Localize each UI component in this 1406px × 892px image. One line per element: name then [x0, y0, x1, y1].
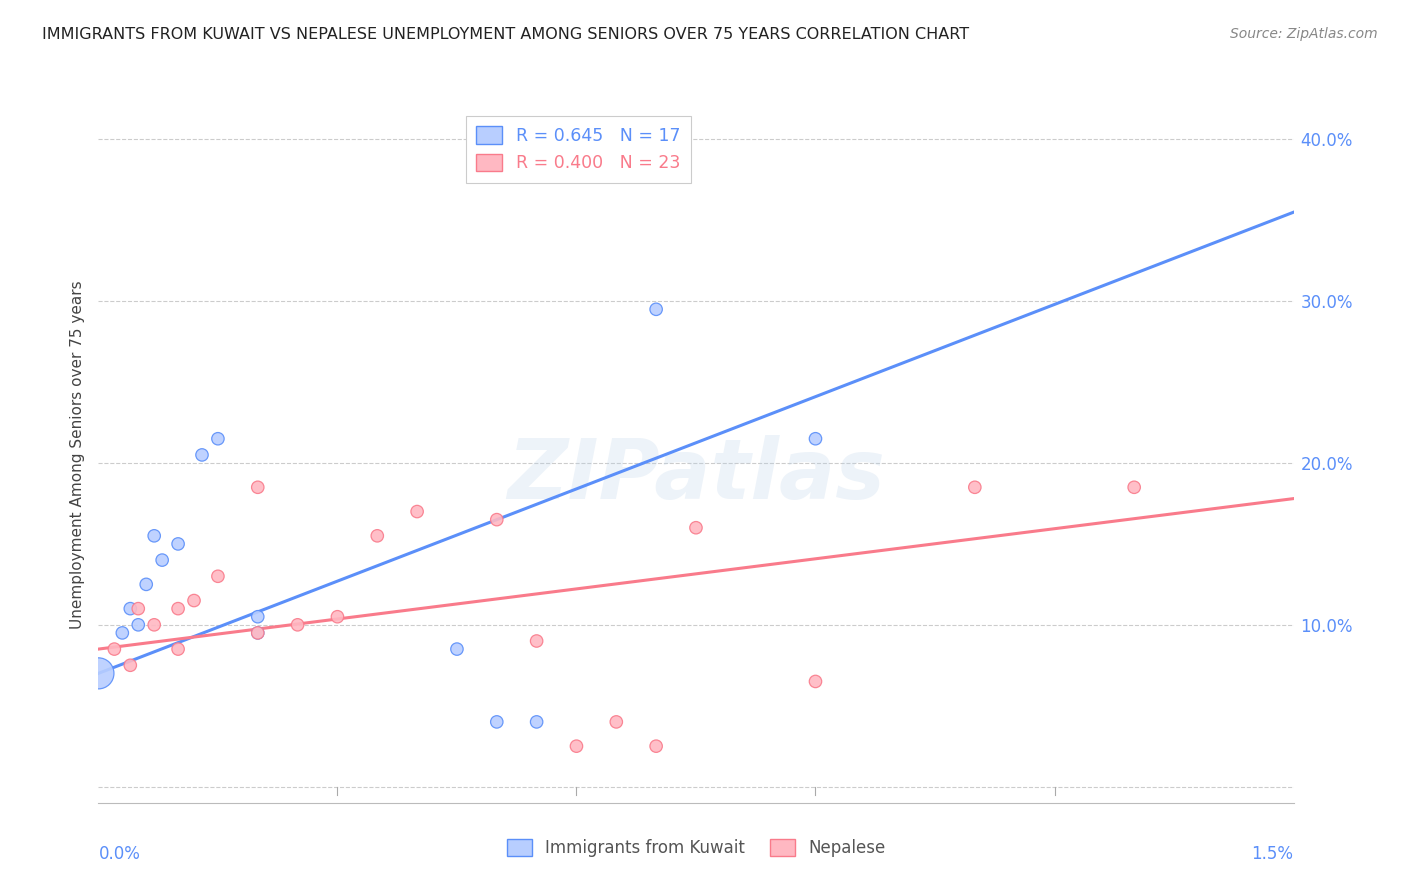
- Point: [246, 609, 269, 624]
- Point: [246, 626, 269, 640]
- Point: [120, 601, 142, 615]
- Legend: Immigrants from Kuwait, Nepalese: Immigrants from Kuwait, Nepalese: [501, 832, 891, 864]
- Y-axis label: Unemployment Among Seniors over 75 years: Unemployment Among Seniors over 75 years: [69, 281, 84, 629]
- Point: [526, 634, 548, 648]
- Point: [406, 504, 429, 518]
- Point: [111, 626, 134, 640]
- Point: [804, 432, 827, 446]
- Point: [207, 432, 229, 446]
- Point: [167, 537, 190, 551]
- Point: [804, 674, 827, 689]
- Point: [103, 642, 125, 657]
- Point: [143, 617, 166, 632]
- Point: [191, 448, 214, 462]
- Point: [287, 617, 309, 632]
- Point: [127, 601, 149, 615]
- Point: [645, 739, 668, 754]
- Point: [963, 480, 986, 494]
- Point: [183, 593, 205, 607]
- Point: [135, 577, 157, 591]
- Point: [685, 521, 707, 535]
- Text: IMMIGRANTS FROM KUWAIT VS NEPALESE UNEMPLOYMENT AMONG SENIORS OVER 75 YEARS CORR: IMMIGRANTS FROM KUWAIT VS NEPALESE UNEMP…: [42, 27, 969, 42]
- Point: [366, 529, 388, 543]
- Point: [207, 569, 229, 583]
- Point: [1123, 480, 1146, 494]
- Point: [526, 714, 548, 729]
- Point: [645, 302, 668, 317]
- Point: [167, 642, 190, 657]
- Point: [246, 626, 269, 640]
- Point: [246, 480, 269, 494]
- Point: [485, 714, 508, 729]
- Point: [120, 658, 142, 673]
- Point: [565, 739, 588, 754]
- Text: Source: ZipAtlas.com: Source: ZipAtlas.com: [1230, 27, 1378, 41]
- Point: [87, 666, 110, 681]
- Point: [150, 553, 173, 567]
- Point: [143, 529, 166, 543]
- Text: ZIPatlas: ZIPatlas: [508, 435, 884, 516]
- Point: [167, 601, 190, 615]
- Text: 0.0%: 0.0%: [98, 845, 141, 863]
- Point: [127, 617, 149, 632]
- Point: [446, 642, 468, 657]
- Point: [485, 513, 508, 527]
- Point: [605, 714, 627, 729]
- Point: [326, 609, 349, 624]
- Text: 1.5%: 1.5%: [1251, 845, 1294, 863]
